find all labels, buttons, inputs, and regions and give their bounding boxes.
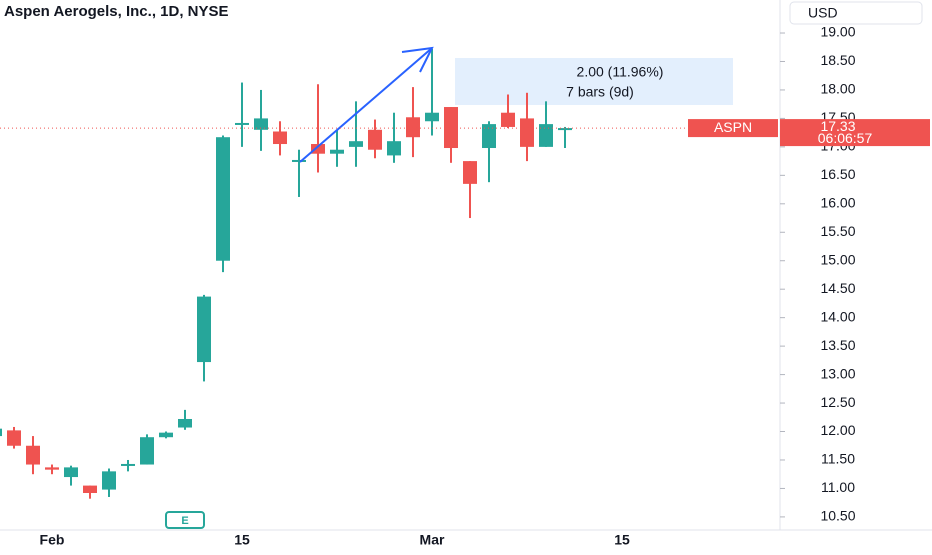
candle-body xyxy=(235,122,249,125)
y-tick-label: 15.50 xyxy=(820,223,855,239)
candle-body xyxy=(406,117,420,138)
y-tick-label: 14.50 xyxy=(820,280,855,296)
candle-body xyxy=(539,124,553,147)
candle-body xyxy=(501,112,515,127)
candle-body xyxy=(216,137,230,261)
candle-body xyxy=(444,107,458,149)
y-tick-label: 14.00 xyxy=(820,308,855,324)
currency: USD xyxy=(808,5,838,21)
x-tick-label: 15 xyxy=(614,532,630,548)
candle-body xyxy=(558,128,572,131)
candle-body xyxy=(425,112,439,122)
candle-body xyxy=(197,296,211,363)
candle-body xyxy=(273,131,287,145)
candle-body xyxy=(26,445,40,465)
measure-bars: 7 bars (9d) xyxy=(566,84,634,100)
candle-body xyxy=(254,118,268,130)
candle-body xyxy=(520,118,534,147)
x-tick-label: Mar xyxy=(420,532,445,548)
measure-box xyxy=(455,58,733,105)
y-tick-label: 12.00 xyxy=(820,422,855,438)
y-tick-label: 16.50 xyxy=(820,166,855,182)
last-price-label: 17.33 xyxy=(820,118,855,134)
candle-body xyxy=(7,430,21,446)
candle-body xyxy=(178,418,192,428)
measure-arrow xyxy=(299,47,433,163)
earnings-marker-box[interactable] xyxy=(165,511,205,529)
x-tick-label: Feb xyxy=(40,532,65,548)
candle-body xyxy=(292,159,306,162)
y-tick-label: 13.50 xyxy=(820,337,855,353)
candle-body xyxy=(330,149,344,154)
symbol-label: ASPN xyxy=(714,119,752,135)
countdown: 06:06:57 xyxy=(818,130,873,146)
candle-body xyxy=(45,467,59,470)
candle-body xyxy=(463,161,477,184)
y-tick-label: 11.00 xyxy=(821,479,855,495)
candle-body xyxy=(368,129,382,150)
measure-arrow-head xyxy=(401,46,434,73)
candle-body xyxy=(159,432,173,438)
candle-body xyxy=(83,485,97,493)
chart-title: Aspen Aerogels, Inc., 1D, NYSE xyxy=(4,3,229,20)
earnings-marker: E xyxy=(181,515,188,527)
y-tick-label: 18.00 xyxy=(820,81,855,97)
currency-box[interactable] xyxy=(789,1,923,25)
candle-body xyxy=(121,463,135,466)
candle-body xyxy=(140,437,154,465)
y-tick-label: 18.50 xyxy=(820,52,855,68)
y-tick-label: 16.00 xyxy=(820,195,855,211)
y-tick-label: 13.00 xyxy=(820,365,855,381)
candle-body xyxy=(311,144,325,154)
y-tick-label: 12.50 xyxy=(820,394,855,410)
candle-body xyxy=(349,141,363,147)
symbol-box xyxy=(688,119,778,138)
candle-body xyxy=(64,467,78,478)
price-box xyxy=(780,119,930,147)
x-tick-label: 15 xyxy=(234,532,250,548)
y-tick-label: 15.00 xyxy=(820,251,855,267)
candle-body xyxy=(482,124,496,149)
measure-change: 2.00 (11.96%) xyxy=(577,64,664,80)
candle-body xyxy=(387,141,401,156)
y-tick-label: 11.50 xyxy=(821,451,855,467)
candle-body xyxy=(102,471,116,490)
candle-body xyxy=(0,428,2,437)
y-tick-label: 19.00 xyxy=(820,24,855,40)
y-tick-label: 10.50 xyxy=(820,508,855,524)
